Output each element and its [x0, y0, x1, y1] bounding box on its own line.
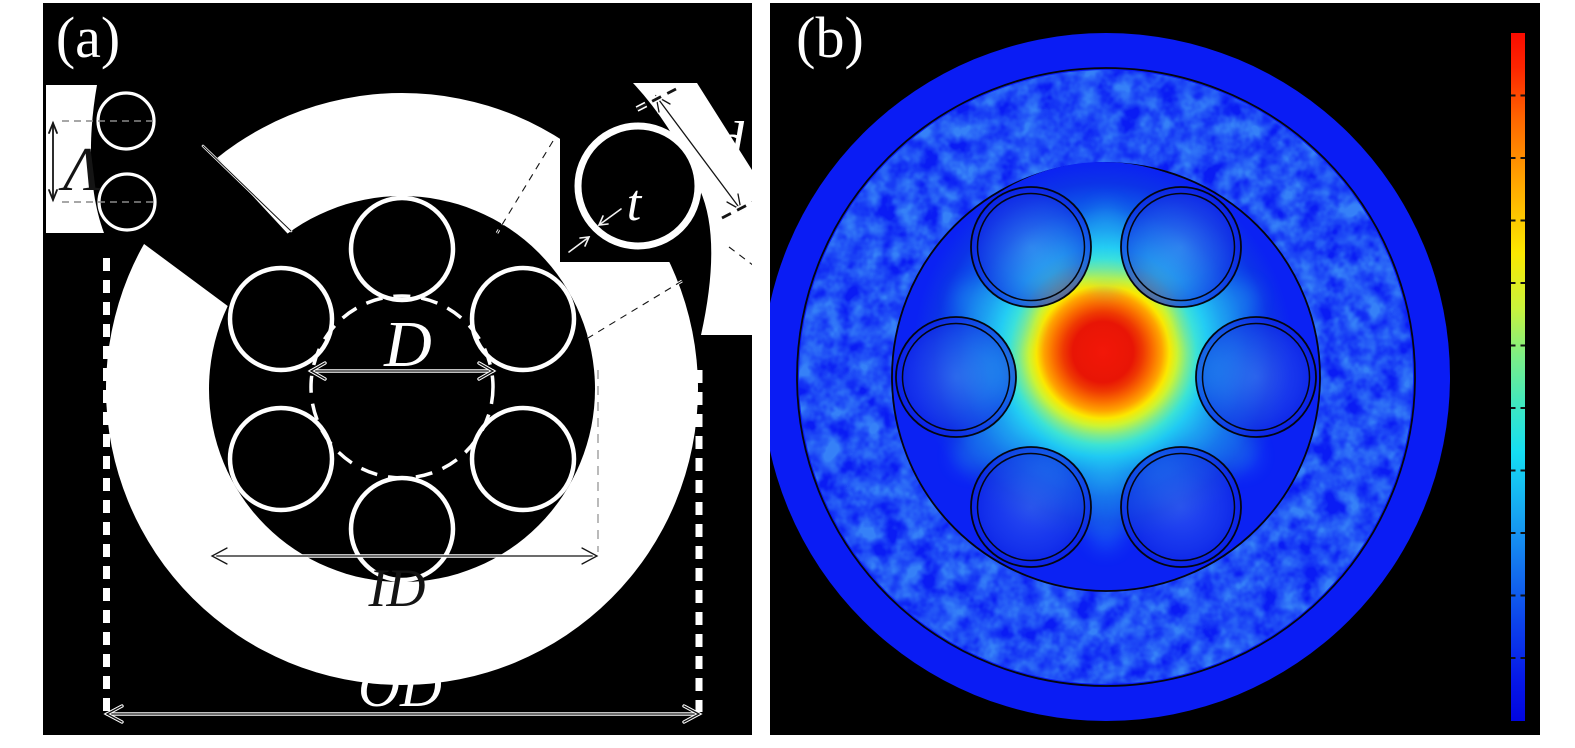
capillary-circle: [227, 405, 335, 513]
capillary-circle: [469, 405, 577, 513]
colorbar-ticks: [1511, 94, 1525, 659]
colorbar: [1511, 33, 1525, 721]
capillary: [1195, 316, 1317, 438]
capillary-diameter-label: d: [714, 110, 745, 176]
core-dashed-circle: [309, 294, 495, 480]
wall-thickness-label: t: [627, 175, 643, 232]
panel-b-letter: (b): [796, 5, 864, 70]
panel-b-simulation: (b): [770, 3, 1540, 735]
mode-gap-lobes: [953, 203, 1259, 551]
capillary: [1120, 186, 1242, 308]
panel-a-letter: (a): [56, 5, 120, 70]
outer-diameter-dimension: OD: [103, 258, 703, 724]
capillary: [1120, 446, 1242, 568]
colorbar-gradient: [1511, 33, 1525, 721]
pitch-inset: Λ: [46, 85, 158, 233]
capillary-inset-jacket-band: [633, 83, 752, 335]
outer-diameter-label: OD: [358, 654, 442, 719]
capillary: [895, 316, 1017, 438]
capillary-circle: [348, 195, 456, 303]
wall-thickness-dimension: t: [568, 175, 643, 253]
capillary-circle: [469, 265, 577, 373]
capillary-inset-leaders: [495, 140, 683, 340]
noise-annulus: [799, 70, 1413, 684]
capillary: [970, 446, 1092, 568]
inner-diameter-dimension: ID: [208, 370, 601, 618]
capillary: [970, 186, 1092, 308]
core-diameter-dimension: D: [307, 308, 497, 381]
inner-diameter-label: ID: [368, 558, 426, 618]
mode-outer-outline-circle: [796, 67, 1416, 687]
capillary-diameter-dimension: d: [635, 86, 752, 267]
core-diameter-label: D: [383, 308, 432, 381]
capillary-circle: [227, 265, 335, 373]
mode-capillaries: [895, 186, 1317, 568]
pitch-label: Λ: [58, 136, 101, 204]
capillary-inset-circle: [574, 122, 702, 250]
panel-a-schematic: D ID OD: [43, 3, 752, 735]
pitch-leader-line: [201, 144, 293, 233]
capillary-ring: [227, 195, 577, 583]
capillary-inset: d t: [560, 77, 752, 335]
